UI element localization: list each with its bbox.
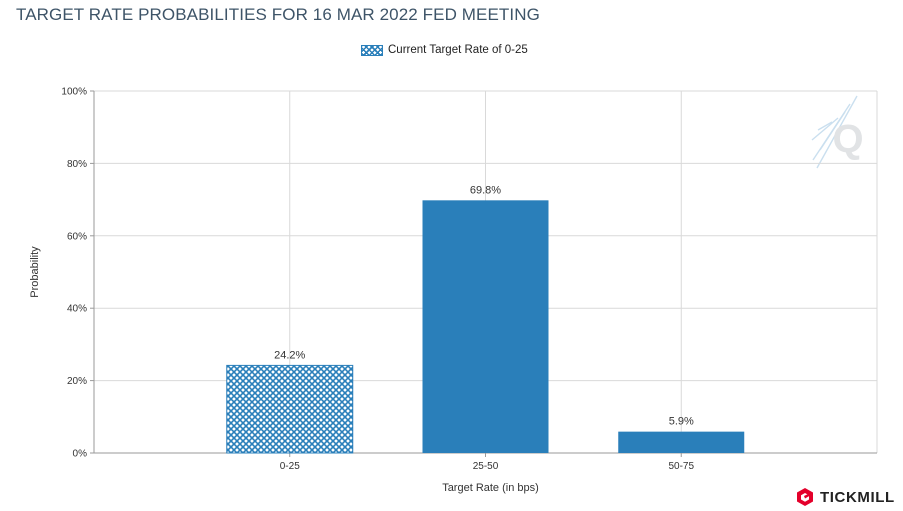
y-tick-label: 60% (67, 231, 87, 242)
y-tick-label: 80% (67, 159, 87, 170)
x-tick-label: 25-50 (473, 461, 499, 472)
y-tick-label: 100% (61, 87, 87, 98)
x-tick-label: 0-25 (280, 461, 300, 472)
x-axis-title: Target Rate (in bps) (442, 482, 539, 494)
q-watermark-icon: Q (811, 95, 864, 169)
y-tick-label: 40% (67, 304, 87, 315)
labels: 0% 20% 40% 60% 80% 100% 24.2% 0-25 69.8% 25-50 5.9… (29, 87, 694, 495)
bar-value-label: 24.2% (274, 349, 305, 361)
y-tick-label: 20% (67, 376, 87, 387)
x-tick-label: 50-75 (668, 461, 694, 472)
brand-name: TICKMILL (820, 488, 895, 506)
brand: TICKMILL (795, 487, 895, 507)
y-tick-label: 0% (73, 449, 88, 460)
svg-text:Q: Q (832, 117, 863, 161)
bar-value-label: 69.8% (470, 184, 501, 196)
chart-legend: Current Target Rate of 0-25 (361, 44, 528, 56)
y-axis-title: Probability (29, 246, 41, 298)
bar-value-label: 5.9% (669, 416, 694, 428)
chart-title: TARGET RATE PROBABILITIES FOR 16 MAR 202… (16, 5, 540, 24)
bar-0-25 (226, 364, 354, 454)
bar-50-75 (618, 431, 745, 453)
bars (226, 200, 745, 454)
bar-25-50 (422, 200, 549, 453)
tickmill-logo-icon (797, 488, 813, 506)
legend-hatched-swatch (361, 44, 383, 56)
legend-entry-current-target-rate: Current Target Rate of 0-25 (388, 44, 528, 56)
